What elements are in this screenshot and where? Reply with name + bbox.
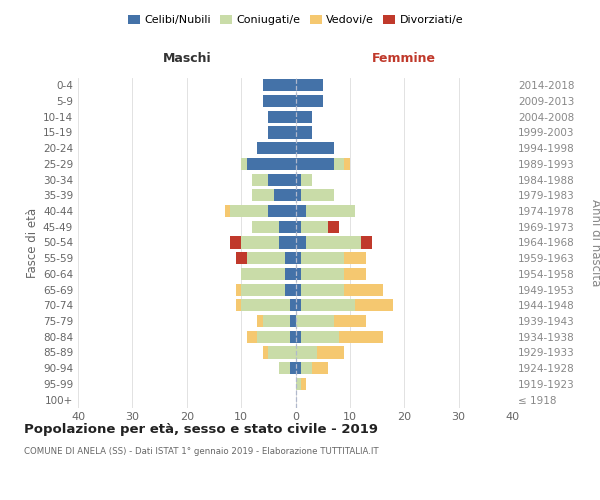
Bar xyxy=(296,220,301,233)
Bar xyxy=(328,220,339,233)
Bar xyxy=(296,205,307,217)
Text: COMUNE DI ANELA (SS) - Dati ISTAT 1° gennaio 2019 - Elaborazione TUTTITALIA.IT: COMUNE DI ANELA (SS) - Dati ISTAT 1° gen… xyxy=(24,448,379,456)
Text: Femmine: Femmine xyxy=(372,52,436,65)
Bar xyxy=(296,110,312,123)
Bar xyxy=(225,205,230,217)
Bar xyxy=(317,346,344,358)
Bar xyxy=(241,284,284,296)
Bar xyxy=(334,158,344,170)
Text: Maschi: Maschi xyxy=(163,52,211,65)
Bar xyxy=(236,252,247,264)
Bar xyxy=(263,346,268,358)
Bar xyxy=(290,315,296,327)
Bar xyxy=(241,158,247,170)
Bar xyxy=(301,174,312,186)
Bar xyxy=(296,299,301,312)
Bar xyxy=(296,174,301,186)
Bar xyxy=(241,236,279,248)
Bar xyxy=(257,142,296,154)
Bar xyxy=(344,284,383,296)
Bar xyxy=(230,236,241,248)
Bar xyxy=(247,330,257,343)
Bar xyxy=(296,95,323,107)
Bar xyxy=(301,252,344,264)
Bar xyxy=(296,189,301,202)
Bar xyxy=(301,220,328,233)
Bar xyxy=(296,315,334,327)
Bar xyxy=(344,252,366,264)
Bar xyxy=(241,299,290,312)
Bar xyxy=(301,330,339,343)
Bar xyxy=(252,220,279,233)
Bar xyxy=(290,362,296,374)
Bar xyxy=(301,268,344,280)
Bar xyxy=(257,330,290,343)
Bar xyxy=(296,252,301,264)
Bar xyxy=(301,189,334,202)
Bar xyxy=(312,362,328,374)
Bar xyxy=(268,205,296,217)
Bar xyxy=(339,330,383,343)
Bar xyxy=(301,362,312,374)
Bar xyxy=(252,189,274,202)
Text: Popolazione per età, sesso e stato civile - 2019: Popolazione per età, sesso e stato civil… xyxy=(24,422,378,436)
Bar xyxy=(284,252,296,264)
Bar xyxy=(301,299,355,312)
Bar xyxy=(334,315,366,327)
Bar xyxy=(241,268,284,280)
Bar xyxy=(296,362,301,374)
Bar xyxy=(263,95,296,107)
Bar xyxy=(268,110,296,123)
Bar xyxy=(296,346,317,358)
Bar xyxy=(257,315,263,327)
Bar xyxy=(290,299,296,312)
Bar xyxy=(247,158,296,170)
Bar xyxy=(344,268,366,280)
Bar xyxy=(247,252,284,264)
Y-axis label: Anni di nascita: Anni di nascita xyxy=(589,199,600,286)
Bar xyxy=(361,236,371,248)
Bar xyxy=(263,79,296,92)
Bar xyxy=(252,174,268,186)
Bar xyxy=(296,142,334,154)
Bar xyxy=(307,236,361,248)
Bar xyxy=(236,299,241,312)
Bar xyxy=(301,378,307,390)
Bar xyxy=(296,236,307,248)
Bar xyxy=(355,299,394,312)
Bar xyxy=(296,126,312,138)
Bar xyxy=(279,220,296,233)
Bar xyxy=(268,126,296,138)
Bar xyxy=(290,330,296,343)
Bar xyxy=(296,284,301,296)
Bar xyxy=(230,205,268,217)
Bar xyxy=(274,189,296,202)
Y-axis label: Fasce di età: Fasce di età xyxy=(26,208,39,278)
Bar xyxy=(284,268,296,280)
Bar xyxy=(296,268,301,280)
Bar xyxy=(296,378,301,390)
Bar xyxy=(268,174,296,186)
Bar xyxy=(296,330,301,343)
Bar xyxy=(263,315,290,327)
Bar xyxy=(296,79,323,92)
Bar xyxy=(344,158,350,170)
Bar xyxy=(279,362,290,374)
Bar xyxy=(284,284,296,296)
Bar xyxy=(279,236,296,248)
Bar xyxy=(307,205,355,217)
Bar xyxy=(296,158,334,170)
Bar xyxy=(268,346,296,358)
Bar xyxy=(236,284,241,296)
Legend: Celibi/Nubili, Coniugati/e, Vedovi/e, Divorziati/e: Celibi/Nubili, Coniugati/e, Vedovi/e, Di… xyxy=(124,10,467,30)
Bar xyxy=(301,284,344,296)
